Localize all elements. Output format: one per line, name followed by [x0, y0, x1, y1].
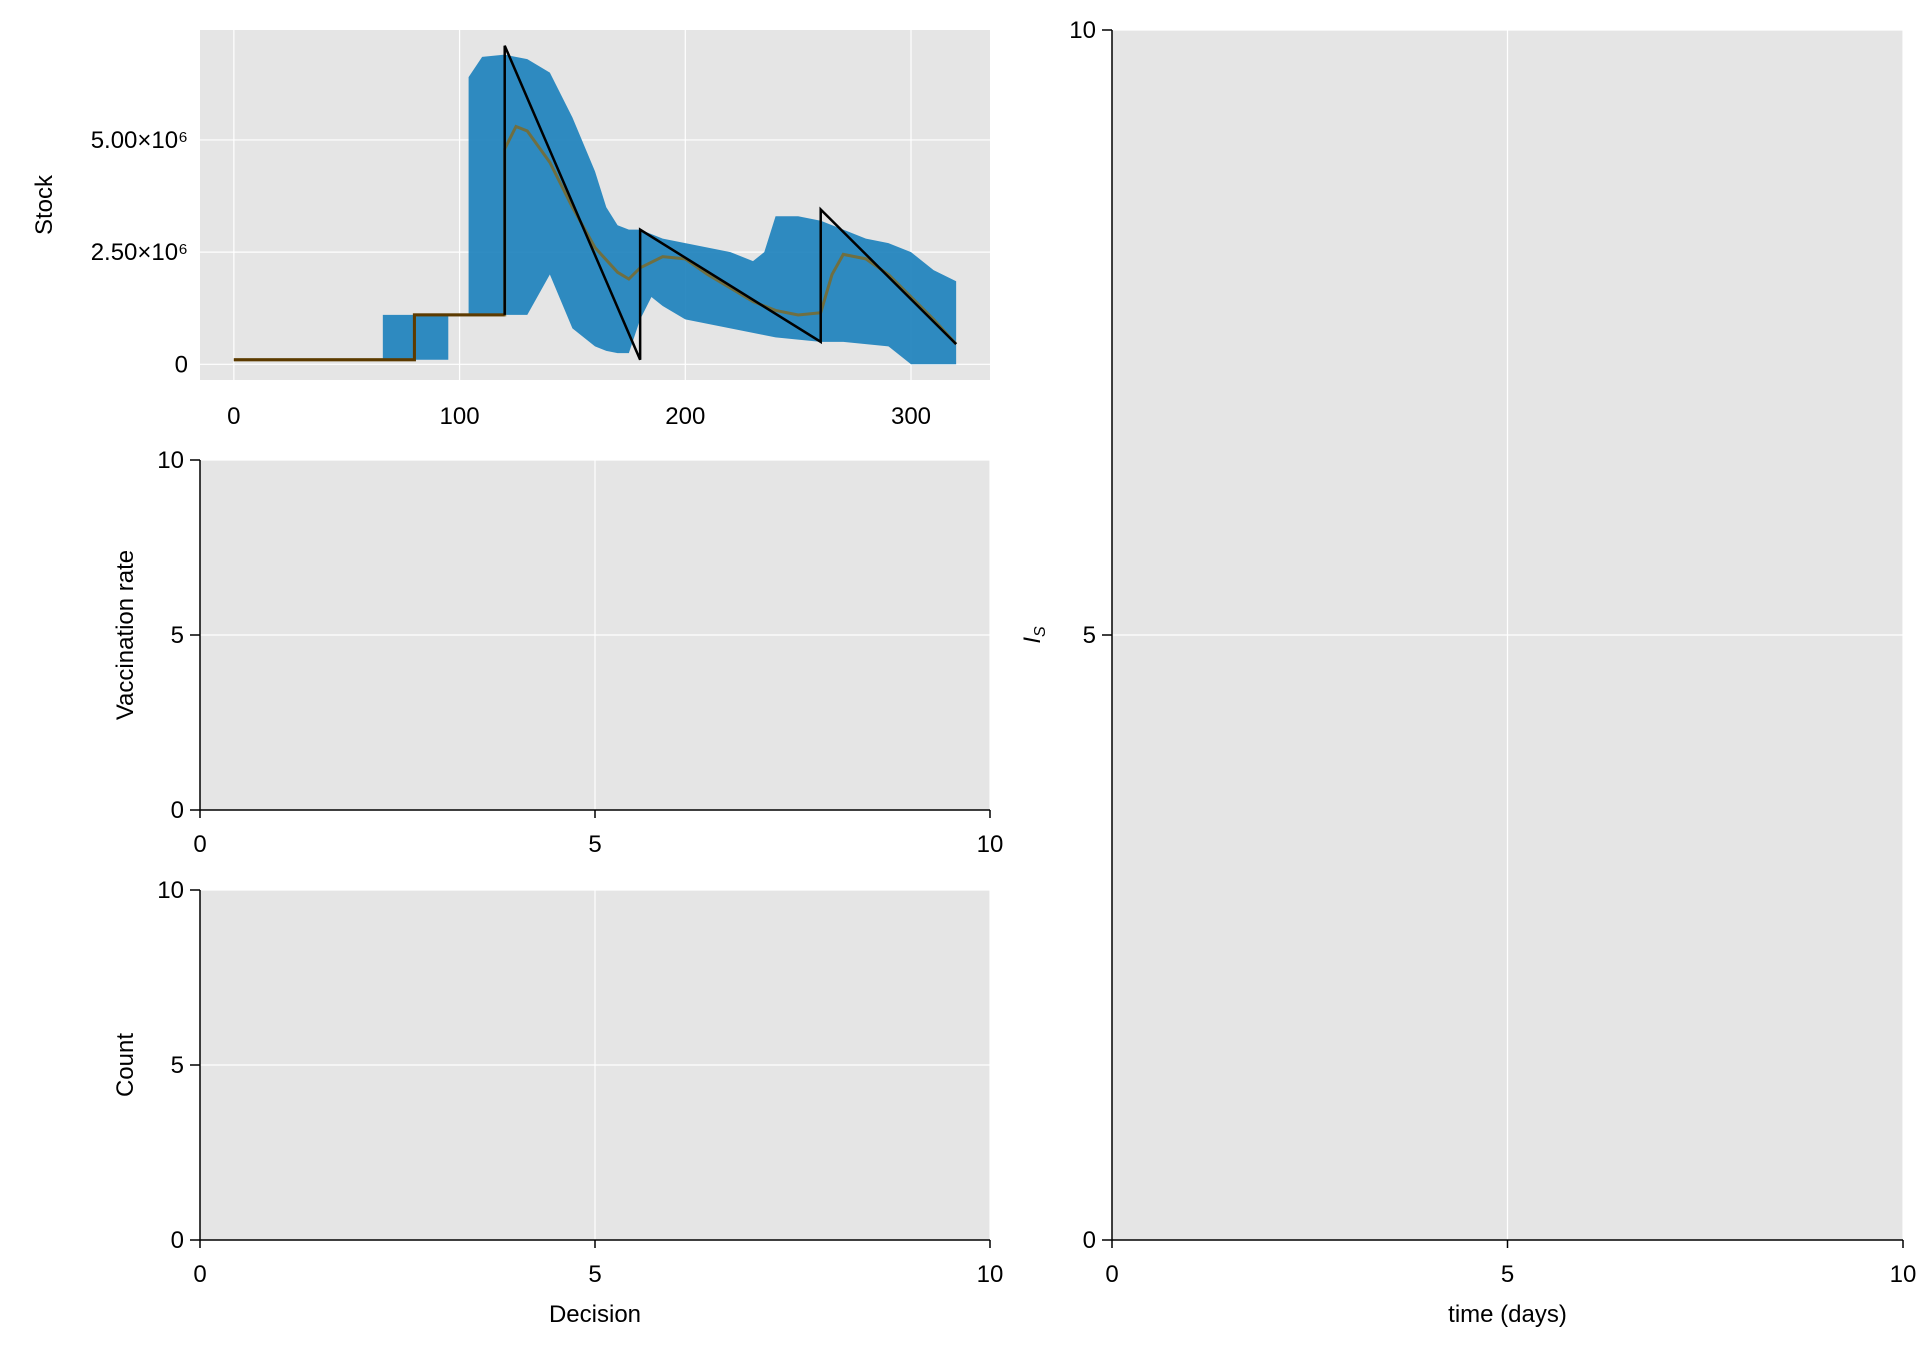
- infections-y-tick-label: 5: [1083, 622, 1096, 649]
- infections-y-axis-label: IS: [1019, 626, 1049, 644]
- infections-panel: 0 5 10 0 5 10 IS time (days): [1019, 17, 1916, 1328]
- vaccination-y-tick-label: 5: [171, 622, 184, 649]
- stock-trend-line: [233, 313, 505, 362]
- count-x-tick-label: 5: [588, 1261, 601, 1288]
- vaccination-y-axis-label: Vaccination rate: [112, 550, 139, 720]
- infections-y-tick-label: 0: [1083, 1227, 1096, 1254]
- stock-axes: 0 100 200 300 0 2.50×10⁶ 5.00×10⁶: [91, 127, 931, 430]
- stock-actual-line: [503, 45, 958, 361]
- stock-x-tick-label: 100: [440, 403, 480, 430]
- vaccination-x-tick-label: 10: [977, 831, 1004, 858]
- vaccination-panel: 0 5 10 0 5 10 Vaccination rate: [112, 447, 1003, 858]
- stock-marks: [233, 45, 958, 365]
- stock-panel: 0 100 200 300 0 2.50×10⁶ 5.00×10⁶ Stock: [31, 30, 990, 430]
- infections-x-tick-label: 0: [1105, 1261, 1118, 1288]
- vaccination-x-tick-label: 0: [193, 831, 206, 858]
- infections-x-tick-label: 10: [1890, 1261, 1917, 1288]
- infections-y-tick-label: 10: [1069, 17, 1096, 44]
- count-x-tick-label: 10: [977, 1261, 1004, 1288]
- count-x-axis-label: Decision: [549, 1301, 641, 1328]
- infections-x-tick-label: 5: [1501, 1261, 1514, 1288]
- count-y-tick-label: 10: [157, 877, 184, 904]
- infections-axes: 0 5 10 0 5 10: [1069, 17, 1916, 1288]
- count-x-tick-label: 0: [193, 1261, 206, 1288]
- count-panel: 0 5 10 0 5 10 Count Decision: [112, 877, 1003, 1328]
- infections-y-label-main: I: [1019, 637, 1046, 644]
- vaccination-y-tick-label: 0: [171, 797, 184, 824]
- vaccination-axes: 0 5 10 0 5 10: [157, 447, 1003, 858]
- infections-y-label-subscript: S: [1032, 626, 1049, 637]
- stock-y-tick-label: 0: [175, 351, 188, 378]
- stock-x-tick-label: 300: [891, 403, 931, 430]
- count-y-tick-label: 0: [171, 1227, 184, 1254]
- stock-x-tick-label: 200: [665, 403, 705, 430]
- count-y-tick-label: 5: [171, 1052, 184, 1079]
- infections-x-axis-label: time (days): [1448, 1301, 1567, 1328]
- stock-x-tick-label: 0: [227, 403, 240, 430]
- vaccination-y-tick-label: 10: [157, 447, 184, 474]
- stock-y-axis-label: Stock: [31, 174, 58, 235]
- vaccination-x-tick-label: 5: [588, 831, 601, 858]
- count-axes: 0 5 10 0 5 10: [157, 877, 1003, 1288]
- stock-y-tick-label: 2.50×10⁶: [91, 239, 188, 266]
- stock-y-tick-label: 5.00×10⁶: [91, 127, 188, 154]
- count-y-axis-label: Count: [112, 1033, 139, 1097]
